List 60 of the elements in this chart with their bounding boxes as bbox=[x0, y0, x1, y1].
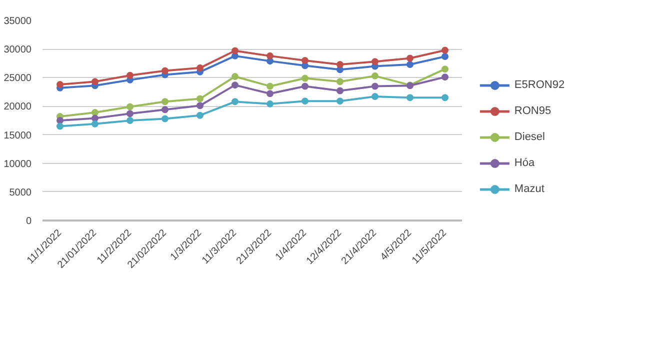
point bbox=[336, 61, 344, 68]
legend-label: Mazut bbox=[514, 182, 544, 194]
point bbox=[162, 98, 168, 106]
point bbox=[372, 82, 378, 90]
y-tick-label: 35000 bbox=[4, 16, 32, 27]
point bbox=[126, 72, 134, 79]
point bbox=[126, 117, 134, 124]
point bbox=[302, 74, 308, 82]
point bbox=[442, 94, 448, 102]
point bbox=[196, 112, 204, 119]
point bbox=[162, 115, 168, 122]
point bbox=[92, 78, 98, 86]
point bbox=[442, 53, 448, 60]
point bbox=[126, 103, 134, 110]
legend-label: E5RON92 bbox=[514, 78, 565, 90]
legend-label: Diesel bbox=[514, 130, 546, 142]
point bbox=[266, 82, 274, 90]
point bbox=[302, 82, 308, 90]
point bbox=[196, 102, 204, 110]
point bbox=[56, 122, 64, 130]
y-tick-label: 15000 bbox=[4, 130, 32, 142]
y-tick-label: 30000 bbox=[4, 44, 32, 56]
point bbox=[266, 90, 274, 98]
point bbox=[406, 94, 414, 102]
y-tick-label: 5000 bbox=[9, 187, 32, 198]
point bbox=[196, 64, 204, 72]
point bbox=[442, 74, 448, 81]
point bbox=[406, 61, 414, 68]
point bbox=[196, 95, 204, 102]
point bbox=[406, 54, 414, 62]
point bbox=[336, 98, 344, 105]
point bbox=[126, 110, 134, 118]
point bbox=[232, 82, 238, 89]
point bbox=[442, 46, 448, 54]
legend-label: Hóa bbox=[514, 156, 535, 168]
point bbox=[162, 106, 168, 114]
y-tick-label: 25000 bbox=[4, 73, 32, 84]
point bbox=[92, 109, 98, 116]
point bbox=[336, 78, 344, 86]
point bbox=[92, 114, 98, 122]
point bbox=[162, 67, 168, 74]
point bbox=[266, 100, 274, 108]
y-tick-label: 0 bbox=[26, 216, 32, 227]
point bbox=[372, 58, 378, 66]
point bbox=[92, 120, 98, 128]
y-tick-label: 10000 bbox=[4, 158, 32, 170]
point bbox=[372, 72, 378, 80]
point bbox=[266, 52, 274, 60]
point bbox=[442, 66, 448, 73]
point bbox=[336, 87, 344, 94]
point bbox=[232, 73, 238, 80]
point bbox=[232, 98, 238, 106]
legend-label: RON95 bbox=[514, 104, 552, 116]
y-tick-label: 20000 bbox=[4, 102, 32, 113]
point bbox=[56, 117, 64, 124]
point bbox=[372, 93, 378, 100]
point bbox=[302, 98, 308, 105]
point bbox=[302, 57, 308, 64]
point bbox=[56, 81, 64, 88]
point bbox=[232, 47, 238, 54]
